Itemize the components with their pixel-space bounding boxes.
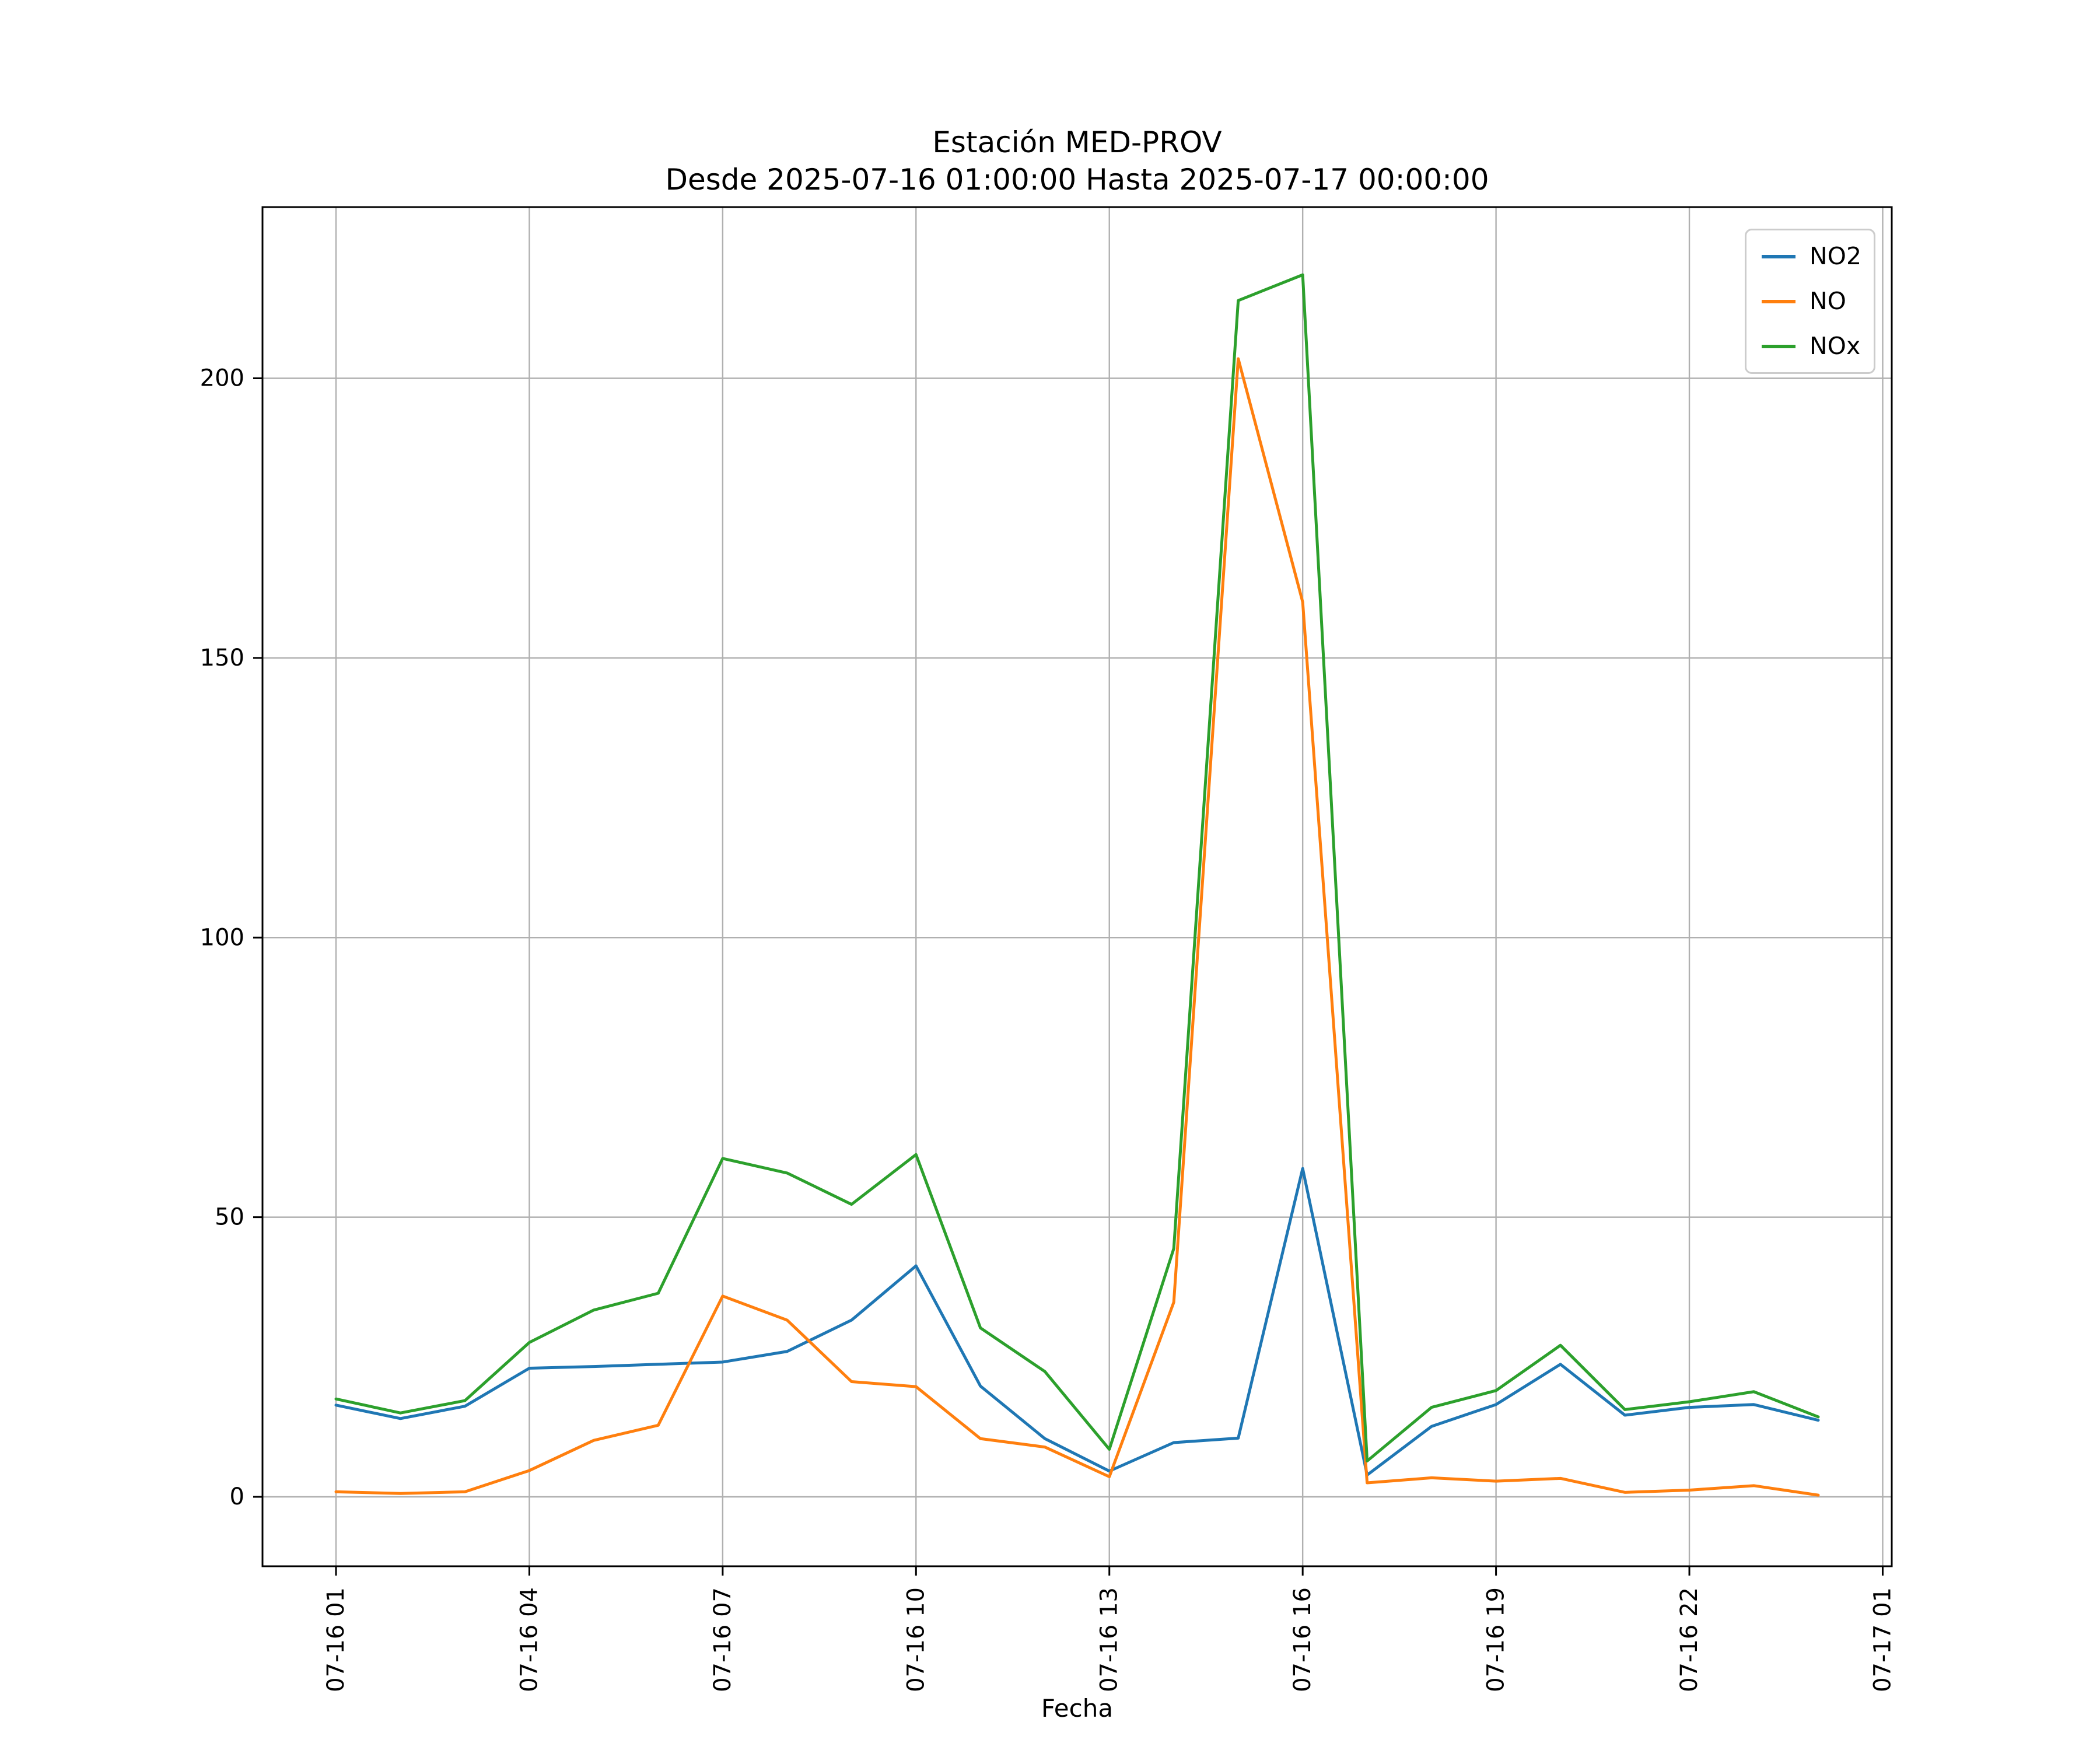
chart-title: Estación MED-PROV [932, 125, 1222, 159]
x-tick-label: 07-16 07 [709, 1587, 736, 1692]
legend: NO2 NO NOx [1745, 229, 1875, 374]
x-tick-label: 07-16 13 [1096, 1587, 1123, 1692]
x-tick-label: 07-16 22 [1676, 1587, 1703, 1692]
series-line-nox [334, 273, 1820, 1463]
x-tick-label: 07-16 19 [1483, 1587, 1510, 1692]
legend-swatch-nox [1762, 344, 1796, 348]
y-tick-label: 100 [200, 924, 244, 951]
legend-item: NO [1762, 289, 1857, 313]
y-tick-label: 0 [230, 1483, 244, 1510]
x-tick-label: 07-17 01 [1869, 1587, 1896, 1692]
series-line-no2 [334, 1167, 1820, 1477]
x-tick-label: 07-16 01 [323, 1587, 349, 1692]
x-tick-label: 07-16 10 [902, 1587, 929, 1692]
legend-swatch-no [1762, 299, 1796, 303]
y-tick-label: 50 [215, 1204, 244, 1231]
y-tick-label: 200 [200, 365, 244, 392]
legend-label-no: NO [1810, 287, 1846, 315]
x-axis-label: Fecha [1041, 1694, 1114, 1723]
chart-subtitle: Desde 2025-07-16 01:00:00 Hasta 2025-07-… [665, 163, 1489, 197]
chart-title-block: Estación MED-PROV Desde 2025-07-16 01:00:… [262, 124, 1892, 198]
series-line-no [334, 357, 1820, 1497]
legend-label-no2: NO2 [1810, 242, 1862, 270]
axes-spines [261, 206, 1893, 1567]
legend-label-nox: NOx [1810, 332, 1861, 360]
legend-swatch-no2 [1762, 254, 1796, 258]
legend-item: NO2 [1762, 244, 1861, 268]
legend-item: NOx [1762, 332, 1861, 360]
x-tick-label: 07-16 16 [1289, 1587, 1316, 1692]
y-tick-label: 150 [200, 645, 244, 671]
x-tick-label: 07-16 04 [516, 1587, 542, 1692]
